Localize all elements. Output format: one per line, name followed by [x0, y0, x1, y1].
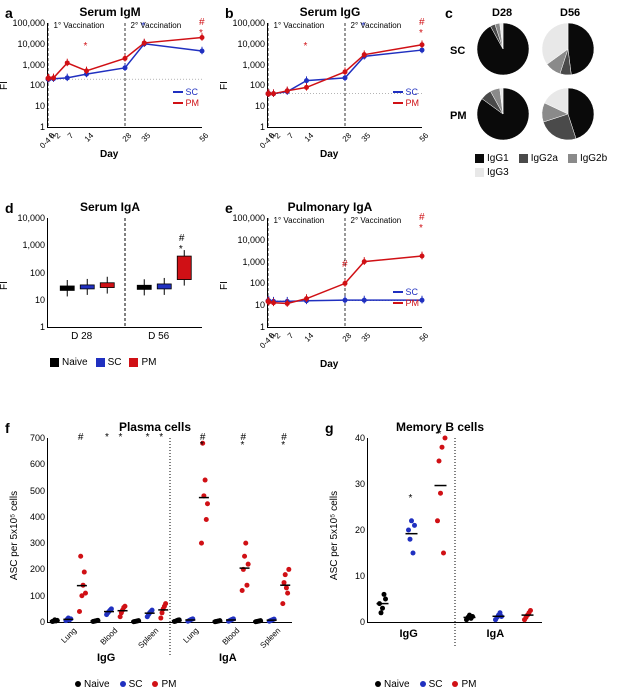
row-sc: SC: [450, 45, 465, 57]
legend-d: NaiveSCPM: [50, 357, 164, 370]
title-b: Serum IgG: [225, 5, 435, 19]
title-a: Serum IgM: [5, 5, 215, 19]
title-f: Plasma cells: [5, 420, 305, 434]
ylabel-f: ASC per 5x10⁵ cells: [9, 491, 20, 580]
col-d56: D56: [560, 7, 580, 19]
panel-label-g: g: [325, 420, 334, 436]
title-e: Pulmonary IgA: [225, 200, 435, 214]
chart-f: 0100200300400500600700LungBloodSpleenIgG…: [47, 438, 292, 623]
xlabel-b: Day: [320, 149, 338, 160]
chart-g: 010203040IgGIgA**: [367, 438, 542, 623]
chart-e: 1101001,00010,000100,0001° Vaccination2°…: [267, 218, 422, 328]
ylabel-a: FI: [0, 81, 10, 90]
legend-c: IgG1IgG2aIgG2bIgG3: [475, 153, 620, 179]
chart-a: 1101001,00010,000100,0001° Vaccination2°…: [47, 23, 202, 128]
ylabel-g: ASC per 5x10⁵ cells: [329, 491, 340, 580]
panel-label-d: d: [5, 200, 14, 216]
chart-b: 1101001,00010,000100,0001° Vaccination2°…: [267, 23, 422, 128]
ylabel-d: FI: [0, 281, 10, 290]
panel-label-c: c: [445, 5, 453, 21]
col-d28: D28: [492, 7, 512, 19]
xlabel-e: Day: [320, 359, 338, 370]
ylabel-e: FI: [219, 281, 230, 290]
legend-g: NaiveSCPM: [375, 679, 486, 691]
chart-d: 1101001,00010,000D 28D 56#*: [47, 218, 202, 328]
ylabel-b: FI: [219, 81, 230, 90]
title-d: Serum IgA: [5, 200, 215, 214]
legend-f: NaiveSCPM: [75, 679, 186, 691]
row-pm: PM: [450, 110, 467, 122]
panel-label-f: f: [5, 420, 10, 436]
xlabel-a: Day: [100, 149, 118, 160]
